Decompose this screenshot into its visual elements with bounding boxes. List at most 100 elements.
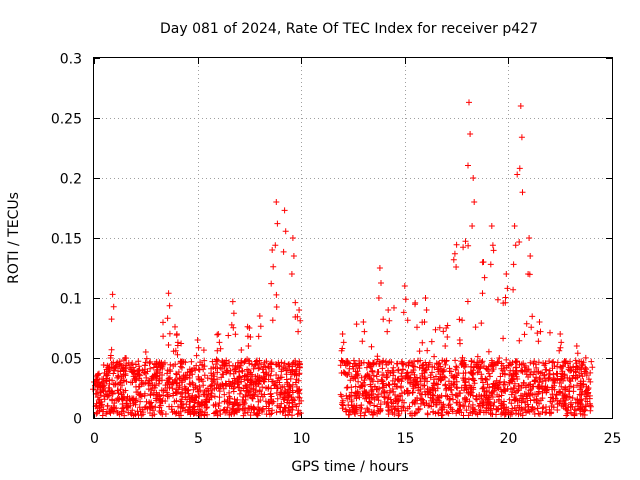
data-point bbox=[564, 360, 571, 367]
data-point bbox=[242, 393, 249, 400]
data-point bbox=[549, 359, 556, 366]
data-point bbox=[416, 406, 423, 412]
data-point bbox=[472, 324, 479, 331]
data-point bbox=[118, 408, 125, 415]
data-point bbox=[368, 343, 375, 350]
data-point bbox=[454, 385, 461, 392]
data-point bbox=[453, 384, 460, 391]
data-point bbox=[534, 398, 541, 404]
data-point bbox=[218, 374, 225, 381]
data-point bbox=[295, 328, 302, 335]
data-point bbox=[192, 382, 199, 389]
data-point bbox=[152, 372, 159, 379]
data-point bbox=[239, 405, 246, 412]
data-point bbox=[514, 171, 521, 178]
data-point bbox=[520, 379, 527, 386]
data-point bbox=[270, 263, 277, 270]
data-point bbox=[232, 331, 239, 338]
data-point bbox=[208, 370, 215, 377]
data-point bbox=[426, 402, 433, 409]
data-point bbox=[498, 360, 505, 367]
data-point bbox=[547, 329, 553, 336]
data-point bbox=[587, 407, 594, 414]
y-tick-label: 0.3 bbox=[60, 52, 82, 68]
data-point bbox=[290, 253, 297, 259]
data-point bbox=[491, 399, 498, 406]
data-point bbox=[506, 379, 513, 386]
data-point bbox=[496, 355, 503, 361]
data-point bbox=[147, 365, 154, 372]
data-point bbox=[159, 363, 166, 370]
data-point bbox=[122, 355, 129, 361]
data-point bbox=[419, 339, 426, 346]
data-point bbox=[518, 367, 524, 374]
x-tick-label: 15 bbox=[397, 431, 415, 447]
data-point bbox=[502, 299, 509, 306]
data-point bbox=[208, 382, 215, 389]
data-point bbox=[150, 391, 157, 398]
grid-layer bbox=[94, 58, 612, 418]
data-point bbox=[464, 298, 471, 305]
data-point bbox=[180, 372, 187, 379]
data-point bbox=[344, 384, 351, 391]
data-point bbox=[554, 401, 561, 408]
data-point bbox=[119, 395, 126, 402]
data-point bbox=[452, 357, 459, 364]
data-point bbox=[390, 369, 397, 376]
data-point bbox=[588, 358, 595, 365]
data-point bbox=[424, 410, 431, 417]
data-point bbox=[149, 403, 155, 410]
data-point bbox=[385, 402, 392, 409]
data-point bbox=[451, 250, 458, 257]
data-point bbox=[460, 412, 467, 419]
data-point bbox=[144, 368, 151, 375]
data-point bbox=[232, 368, 239, 375]
data-point bbox=[188, 358, 195, 365]
data-point bbox=[368, 363, 375, 370]
data-point bbox=[216, 388, 223, 395]
data-point bbox=[169, 409, 176, 416]
data-point bbox=[404, 317, 411, 324]
data-point bbox=[182, 394, 189, 401]
data-point bbox=[546, 367, 553, 374]
data-point bbox=[589, 364, 596, 371]
data-point bbox=[558, 339, 565, 346]
data-point bbox=[289, 367, 296, 374]
data-point bbox=[374, 410, 381, 417]
data-point bbox=[527, 253, 534, 259]
data-point bbox=[350, 375, 357, 382]
data-point bbox=[104, 393, 111, 400]
data-point bbox=[195, 344, 202, 351]
data-point bbox=[274, 402, 281, 409]
data-point bbox=[514, 402, 521, 409]
data-point bbox=[355, 362, 362, 369]
data-point bbox=[150, 364, 157, 371]
data-point bbox=[521, 331, 528, 338]
data-point bbox=[374, 369, 381, 375]
data-point bbox=[456, 316, 463, 323]
data-point bbox=[229, 380, 236, 387]
data-point bbox=[236, 369, 242, 375]
data-point bbox=[254, 376, 261, 382]
data-point bbox=[387, 396, 394, 403]
data-point bbox=[217, 345, 224, 352]
data-point bbox=[109, 291, 116, 298]
data-point bbox=[121, 367, 127, 373]
data-point bbox=[419, 373, 426, 379]
data-point bbox=[186, 398, 193, 405]
data-point bbox=[578, 358, 585, 365]
data-point bbox=[440, 373, 447, 380]
data-point bbox=[559, 368, 566, 375]
data-point bbox=[480, 409, 487, 416]
data-point bbox=[482, 375, 489, 382]
data-point bbox=[582, 402, 589, 409]
data-point bbox=[203, 398, 210, 405]
data-point bbox=[467, 409, 474, 416]
data-point bbox=[512, 395, 519, 402]
data-point bbox=[562, 385, 569, 392]
data-point bbox=[178, 412, 184, 419]
data-point bbox=[429, 369, 435, 376]
data-point bbox=[442, 343, 449, 349]
data-point bbox=[289, 403, 296, 410]
data-point bbox=[229, 298, 236, 305]
